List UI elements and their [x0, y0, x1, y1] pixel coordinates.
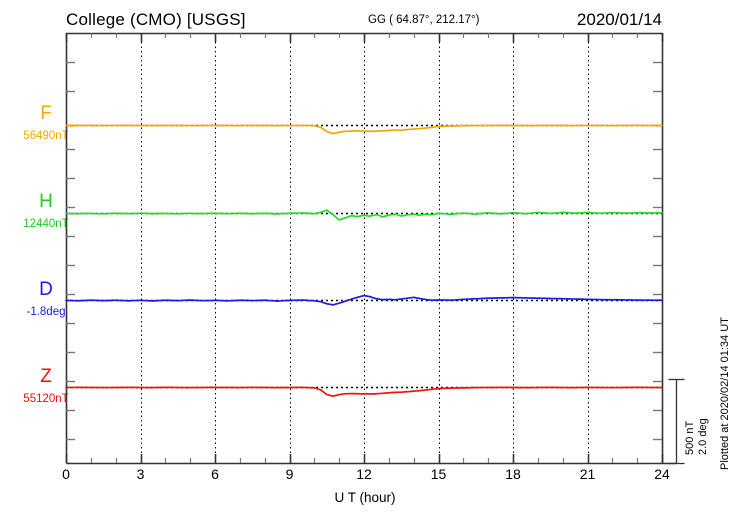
- gg-label: GG: [368, 14, 386, 26]
- trace-z: [65, 386, 663, 398]
- x-tick-label: 3: [136, 466, 145, 482]
- x-tick-label: 24: [654, 466, 670, 482]
- component-label-d: D: [39, 279, 53, 300]
- component-label-z: Z: [40, 366, 52, 387]
- geographic-coordinates: GG ( 64.87°, 212.17°): [368, 14, 480, 26]
- x-tick-label: 12: [356, 466, 372, 482]
- x-tick-label: 18: [505, 466, 521, 482]
- x-tick-label: 6: [211, 466, 219, 482]
- x-tick-label: 9: [285, 466, 294, 482]
- x-axis-title: U T (hour): [334, 490, 396, 505]
- component-baseline-z: 55120nT: [23, 393, 69, 405]
- trace-d: [65, 294, 663, 306]
- observation-date: 2020/01/14: [576, 10, 662, 29]
- component-baseline-h: 12440nT: [23, 218, 69, 230]
- gg-values: ( 64.87°, 212.17°): [389, 14, 480, 26]
- station-title: College (CMO) [USGS]: [66, 10, 246, 29]
- x-tick-label: 0: [62, 466, 70, 482]
- trace-h: [65, 209, 663, 221]
- component-baseline-f: 56490nT: [23, 130, 69, 142]
- component-label-h: H: [39, 191, 53, 212]
- component-label-f: F: [40, 103, 52, 124]
- x-tick-label: 21: [579, 466, 596, 482]
- component-baseline-d: -1.8deg: [26, 306, 66, 318]
- trace-f: [65, 124, 663, 135]
- x-tick-label: 15: [430, 466, 447, 482]
